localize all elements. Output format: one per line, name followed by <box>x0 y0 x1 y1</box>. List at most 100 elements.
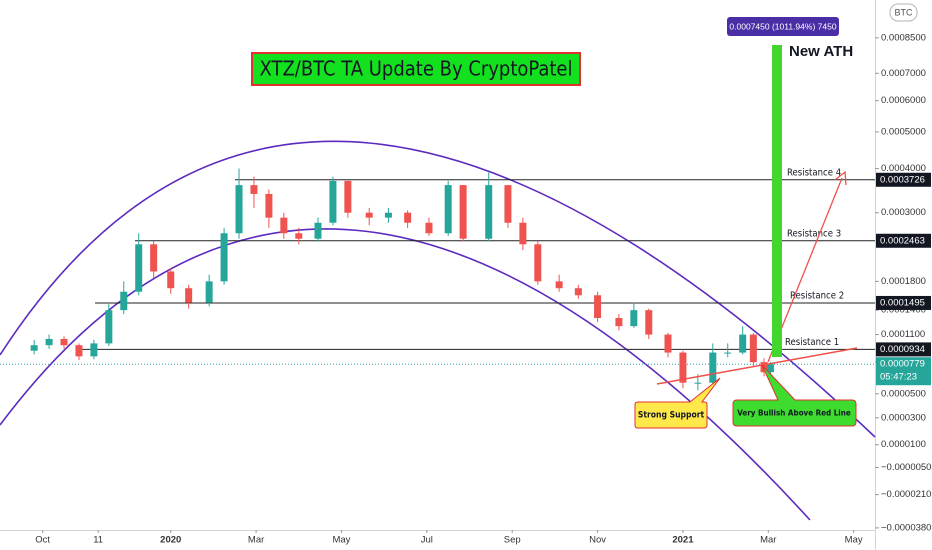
bullish-callout <box>732 364 857 427</box>
candle-body <box>724 352 732 354</box>
level-price-box <box>876 342 931 357</box>
x-tick-label: Sep <box>504 535 521 546</box>
candle-body <box>459 185 467 239</box>
candle-body <box>75 345 83 357</box>
x-tick-label: Mar <box>760 535 776 546</box>
y-tick-label: 0.0001100 <box>881 329 925 340</box>
candle-body <box>594 295 602 318</box>
inner-arc <box>0 228 811 521</box>
candle-body <box>444 185 452 234</box>
y-tick-label: 0.0005000 <box>881 126 926 137</box>
y-tick-label: 0.0006000 <box>881 95 926 106</box>
candle-body <box>30 345 38 351</box>
bullish-text: Very Bullish Above Red Line <box>737 409 851 418</box>
y-tick-label: 0.0004000 <box>881 163 926 174</box>
levels: Resistance 4 Resistance 3 Resistance 2 Resi… <box>0 167 875 365</box>
level-price-box <box>876 295 931 310</box>
symbol: BTC <box>895 7 914 17</box>
countdown: 05:47:23 <box>880 372 917 383</box>
candle-body <box>519 222 527 245</box>
y-tick-label: −0.0000210 <box>881 489 931 500</box>
outer-arc <box>0 140 876 438</box>
candle-body <box>615 317 623 327</box>
support-text: Strong Support <box>638 411 705 421</box>
x-tick-label: Jul <box>421 535 433 546</box>
y-tick-label: −0.0000050 <box>881 462 931 473</box>
x-tick-label: Nov <box>589 535 606 546</box>
ath-label: New ATH <box>789 43 853 60</box>
support-callout <box>634 377 721 429</box>
candle-body <box>365 212 373 218</box>
level-price: 0.0000934 <box>880 344 925 355</box>
candle-body <box>90 343 98 357</box>
ath-bar <box>772 45 782 357</box>
y-tick-label: 0.0001400 <box>881 305 926 316</box>
candle-body <box>404 212 412 223</box>
candle-body <box>265 193 273 218</box>
level-price: 0.0001495 <box>880 297 925 308</box>
chart-title: XTZ/BTC TA Update By CryptoPatel <box>259 57 572 81</box>
candle-body <box>574 288 582 296</box>
candle-body <box>739 334 747 353</box>
candle-body <box>185 288 193 303</box>
candle-body <box>694 382 702 384</box>
candle-body <box>679 352 687 383</box>
candle-body <box>280 217 288 234</box>
x-tick-label: Mar <box>248 535 264 546</box>
candle-body <box>329 180 337 223</box>
candle-body <box>645 310 653 335</box>
candle-body <box>709 352 717 383</box>
resistance-label: Resistance 1 <box>785 337 839 348</box>
candle-body <box>664 334 672 353</box>
level-price: 0.0002463 <box>880 235 925 246</box>
y-tick-label: 0.0000500 <box>881 388 926 399</box>
candle-body <box>504 185 512 223</box>
candle-body <box>766 364 774 373</box>
resistance-label: Resistance 4 <box>787 167 841 178</box>
candle-body <box>250 185 258 194</box>
x-tick-label: 11 <box>93 535 103 546</box>
candle-body <box>344 180 352 213</box>
y-tick-label: 0.0003000 <box>881 207 926 218</box>
candle-body <box>485 185 493 239</box>
current-price-box <box>876 357 931 386</box>
axes: 0.0008500 0.0007000 0.0006000 0.0005000 0.00… <box>35 32 931 545</box>
support-trendline <box>656 347 858 385</box>
current-price: 0.0000779 <box>880 359 925 370</box>
level-price-box <box>876 233 931 248</box>
candle-body <box>205 281 213 303</box>
level-price-box <box>876 172 931 187</box>
candle-body <box>555 281 563 289</box>
candle-body <box>135 244 143 292</box>
candle-body <box>220 233 228 282</box>
x-tick-label: May <box>845 535 863 546</box>
candle-body <box>425 222 433 234</box>
arrow-head <box>834 170 847 186</box>
x-tick-label: 2021 <box>672 535 694 546</box>
candle-body <box>150 244 158 272</box>
candle-body <box>534 244 542 282</box>
y-tick-label: 0.0000100 <box>881 439 926 450</box>
candle-body <box>105 310 113 344</box>
candle-body <box>314 222 322 239</box>
candle-body <box>749 334 757 363</box>
candle-body <box>295 233 303 239</box>
resistance-label: Resistance 2 <box>790 290 844 301</box>
x-tick-label: 2020 <box>160 535 181 546</box>
symbol-badge <box>889 3 918 22</box>
candle-body <box>60 338 68 346</box>
candle-body <box>120 291 128 311</box>
resistance-label: Resistance 3 <box>787 228 841 239</box>
target-label: 0.0007450 (1011.94%) 7450 <box>729 21 836 31</box>
candle-body <box>235 185 243 234</box>
candles <box>30 168 774 391</box>
y-tick-label: 0.0008500 <box>881 32 926 43</box>
title-box <box>251 52 581 86</box>
candle-body <box>384 212 392 218</box>
y-tick-label: 0.0007000 <box>881 68 926 79</box>
candle-body <box>167 271 175 289</box>
x-tick-label: Oct <box>35 535 50 546</box>
level-price: 0.0003726 <box>880 174 925 185</box>
target-box <box>727 17 839 36</box>
